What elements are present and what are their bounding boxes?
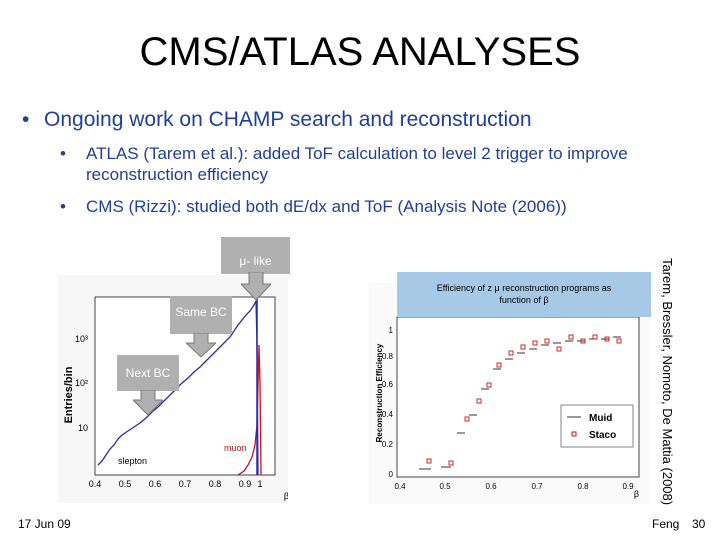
page-number: 30	[692, 517, 706, 531]
muon-histogram	[237, 344, 262, 476]
y-axis-label: Entries/bin	[63, 366, 75, 423]
callout-same-bc: Same BC	[170, 296, 232, 334]
callout-next-bc: Next BC	[117, 355, 179, 391]
sub-bullet-cms: • CMS (Rizzi): studied both dE/dx and To…	[60, 196, 686, 217]
y-tick-label: 10²	[75, 378, 88, 388]
x-tick-label: 0.7	[179, 479, 192, 489]
x-tick-label: 0.9	[239, 479, 252, 489]
callout-same-bc-text: Same BC	[175, 305, 227, 319]
y-tick-label: 0.6	[382, 380, 394, 389]
sub-bullet-text: CMS (Rizzi): studied both dE/dx and ToF …	[86, 197, 567, 216]
footer-author: Feng	[652, 517, 680, 531]
bullet-marker: •	[60, 197, 66, 216]
main-bullet-text: Ongoing work on CHAMP search and reconst…	[44, 108, 532, 131]
legend-label-staco: Staco	[589, 430, 616, 441]
down-arrow-icon	[241, 272, 271, 301]
x-tick-label: 0.9	[622, 482, 634, 491]
sub-bullet-atlas: • ATLAS (Tarem et al.): added ToF calcul…	[60, 143, 686, 185]
side-credit: Tarem, Bressler, Nomoto, De Mattia (2008…	[660, 258, 675, 506]
down-arrow-icon	[133, 390, 163, 416]
x-axis-label: β	[284, 491, 288, 501]
x-tick-label: 0.8	[577, 482, 589, 491]
main-bullet: • Ongoing work on CHAMP search and recons…	[22, 108, 532, 132]
down-arrow-icon	[186, 333, 216, 358]
callout-mu-like: μ- like	[221, 237, 290, 274]
plot-frame	[396, 316, 640, 478]
y-tick-label: 1	[389, 326, 394, 335]
slide-title: CMS/ATLAS ANALYSES	[139, 30, 581, 74]
x-tick-label: 0.5	[119, 479, 132, 489]
bullet-marker: •	[60, 144, 66, 163]
x-tick-label: 0.8	[209, 479, 222, 489]
sub-bullet-text: ATLAS (Tarem et al.): added ToF calculat…	[86, 144, 628, 184]
y-tick-label: 10³	[75, 334, 88, 344]
y-tick-label: 0.4	[382, 410, 394, 419]
staco-points	[426, 334, 622, 466]
x-tick-label: 0.7	[531, 482, 543, 491]
legend-marker-staco	[571, 431, 577, 437]
slepton-label: slepton	[118, 456, 147, 466]
x-tick-label: 0.5	[439, 482, 451, 491]
callout-next-bc-text: Next BC	[125, 366, 171, 380]
x-tick-label: 0.6	[485, 482, 497, 491]
efficiency-caption-box: Efficiency of z μ reconstruction program…	[397, 272, 651, 317]
x-axis-label: β	[634, 489, 639, 499]
callout-mu-like-text: μ- like	[239, 254, 272, 268]
y-axis-label: Reconstruction Efficiency	[375, 343, 384, 442]
efficiency-figure: Reconstruction Efficiency 0 0.2 0.4 0.6 …	[369, 283, 650, 504]
y-tick-label: 0.2	[382, 440, 394, 449]
bullet-marker: •	[22, 108, 30, 131]
x-tick-label: 1	[257, 479, 262, 489]
slepton-histogram	[97, 300, 259, 476]
x-tick-label: 0.4	[394, 482, 406, 491]
legend-label-muid: Muid	[589, 413, 612, 424]
y-tick-label: 0.8	[382, 352, 394, 361]
x-tick-label: 0.6	[149, 479, 162, 489]
muon-label: muon	[224, 443, 247, 453]
efficiency-caption-text: Efficiency of z μ reconstruction program…	[436, 283, 612, 305]
x-tick-label: 0.4	[89, 479, 102, 489]
legend-box	[560, 404, 634, 448]
y-tick-label: 10	[78, 423, 88, 433]
y-tick-label: 0	[389, 470, 394, 479]
footer-date: 17 Jun 09	[18, 517, 71, 531]
